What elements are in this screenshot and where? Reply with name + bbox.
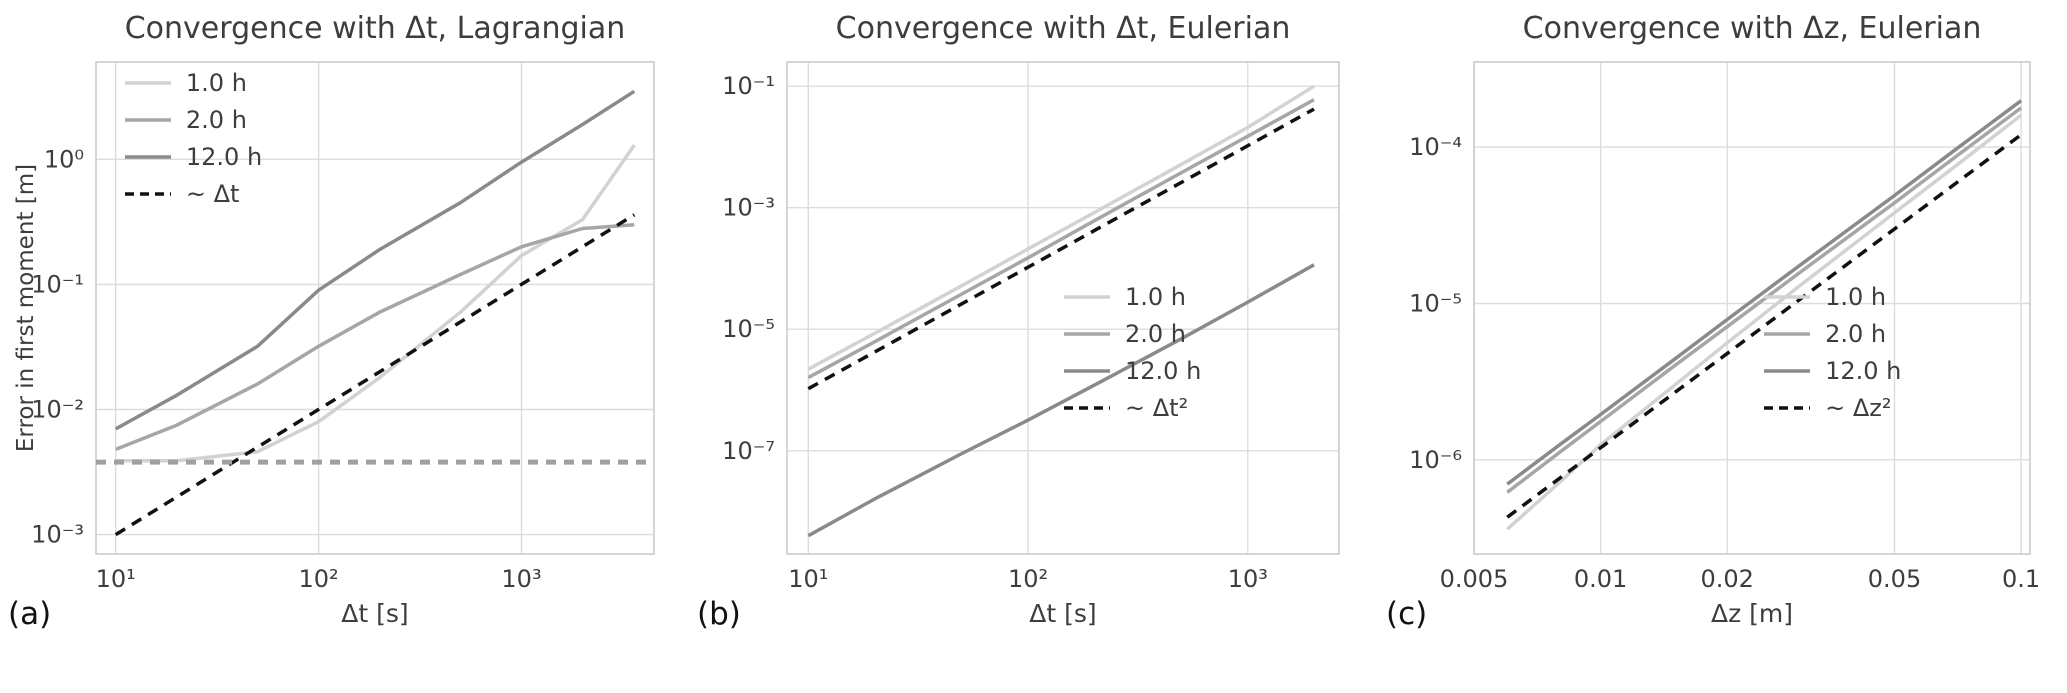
x-tick-label: 0.02 (1700, 565, 1753, 593)
y-tick-label: 10⁻⁴ (1409, 133, 1462, 161)
series-line-1h (115, 144, 636, 463)
y-tick-label: 10⁻³ (722, 194, 775, 222)
series-line-ref-dt (114, 213, 636, 537)
y-tick-label: 10⁻¹ (31, 270, 84, 298)
panel-letter-b: (b) (697, 596, 741, 632)
x-tick-label: 0.1 (2002, 565, 2040, 593)
series-line-2h (115, 223, 635, 452)
legend-item-2h: 2.0 h (1763, 320, 1901, 348)
legend-swatch-line-icon (1764, 332, 1811, 337)
plot-border (1473, 61, 2031, 555)
legend-item-2h: 2.0 h (1063, 320, 1201, 348)
x-axis-label: Δt [s] (1029, 599, 1097, 628)
y-tick-label: 10⁻⁷ (722, 437, 775, 465)
legend-swatch-line-icon (1064, 406, 1110, 411)
legend-item-1h: 1.0 h (124, 69, 262, 97)
chart-title: Convergence with Δt, Eulerian (835, 11, 1291, 46)
legend-label: 1.0 h (1825, 283, 1887, 312)
legend: 1.0 h 2.0 h 12.0 h ~ Δt (124, 69, 262, 208)
legend-label: 2.0 h (1825, 320, 1887, 349)
series-line-12h (114, 89, 636, 431)
y-tick-label: 10⁻¹ (722, 72, 775, 100)
legend-label: ~ Δz² (1825, 394, 1892, 423)
panel-c: Convergence with Δz, Eulerian Δz [m] (c)… (1378, 0, 2067, 693)
legend-item-12h: 12.0 h (1063, 357, 1201, 385)
legend-item-ref-dt2: ~ Δt² (1063, 394, 1201, 422)
legend-swatch-line-icon (124, 118, 171, 123)
x-tick-label: 0.01 (1574, 565, 1627, 593)
series-line-1h (807, 84, 1315, 371)
chart-svg: 10¹ 10² 10³ 10⁻⁷ 10⁻⁵ 10⁻³ 10⁻¹ (722, 61, 1340, 593)
series-line-12h (807, 263, 1315, 538)
y-tick-label: 10⁻⁶ (1409, 446, 1462, 474)
y-tick-label: 10⁻⁵ (722, 315, 775, 343)
panel-b: Convergence with Δt, Eulerian Δt [s] (b)… (689, 0, 1378, 693)
legend-label: 12.0 h (1825, 357, 1902, 386)
plot-border (95, 61, 655, 555)
x-tick-label: 10¹ (788, 565, 828, 593)
legend-swatch-line-icon (1064, 332, 1110, 337)
legend-swatch-line-icon (1764, 406, 1811, 411)
x-tick-label: 0.005 (1440, 565, 1509, 593)
chart-svg: 0.005 0.01 0.02 0.05 0.1 10⁻⁶ 10⁻⁵ 10⁻⁴ (1409, 61, 2040, 593)
x-axis-label: Δz [m] (1710, 599, 1794, 628)
legend-label: 1.0 h (1125, 283, 1187, 312)
legend-label: ~ Δt (185, 180, 240, 209)
series-line-ref-dz2 (1506, 133, 2023, 519)
legend-swatch-line-icon (1064, 369, 1110, 374)
series-line-2h (1506, 106, 2023, 494)
x-tick-label: 10³ (501, 565, 541, 593)
legend-item-12h: 12.0 h (1763, 357, 1901, 385)
series-line-ref-dt2 (807, 107, 1315, 391)
legend-label: 12.0 h (1125, 357, 1202, 386)
legend-swatch-line-icon (124, 155, 171, 160)
legend-label: 2.0 h (1125, 320, 1187, 349)
legend-label: 2.0 h (185, 106, 247, 135)
legend-swatch-line-icon (124, 192, 171, 197)
x-tick-label: 10² (299, 565, 339, 593)
legend-swatch-line-icon (1764, 369, 1811, 374)
x-tick-label: 10³ (1228, 565, 1268, 593)
x-axis-label: Δt [s] (341, 599, 409, 628)
legend-item-ref-dz2: ~ Δz² (1763, 394, 1901, 422)
y-tick-label: 10⁰ (44, 145, 84, 173)
panel-letter-c: (c) (1386, 596, 1428, 632)
legend: 1.0 h 2.0 h 12.0 h ~ Δz² (1763, 283, 1901, 422)
panel-a: Convergence with Δt, Lagrangian Error in… (0, 0, 689, 693)
y-tick-label: 10⁻² (31, 396, 84, 424)
chart-title: Convergence with Δz, Eulerian (1522, 11, 1982, 46)
legend: 1.0 h 2.0 h 12.0 h ~ Δt² (1063, 283, 1201, 422)
legend-swatch-line-icon (1764, 295, 1811, 300)
legend-item-ref-dt: ~ Δt (124, 180, 262, 208)
legend-item-1h: 1.0 h (1763, 283, 1901, 311)
legend-item-2h: 2.0 h (124, 106, 262, 134)
legend-item-1h: 1.0 h (1063, 283, 1201, 311)
x-tick-label: 10¹ (96, 565, 136, 593)
legend-label: 1.0 h (185, 69, 247, 98)
legend-swatch-line-icon (124, 81, 171, 86)
legend-label: ~ Δt² (1125, 394, 1189, 423)
y-tick-label: 10⁻⁵ (1409, 290, 1462, 318)
x-tick-label: 10² (1008, 565, 1048, 593)
legend-label: 12.0 h (185, 143, 263, 172)
legend-item-12h: 12.0 h (124, 143, 262, 171)
chart-title: Convergence with Δt, Lagrangian (124, 11, 626, 46)
series-line-2h (807, 98, 1315, 380)
plot-border (786, 61, 1340, 555)
series-line-12h (1506, 99, 2023, 486)
legend-swatch-line-icon (1064, 295, 1110, 300)
y-tick-label: 10⁻³ (31, 521, 84, 549)
panel-letter-a: (a) (8, 596, 52, 632)
chart-svg: 10¹ 10² 10³ 10⁻³ 10⁻² 10⁻¹ 10⁰ (31, 61, 655, 593)
x-tick-label: 0.05 (1868, 565, 1921, 593)
